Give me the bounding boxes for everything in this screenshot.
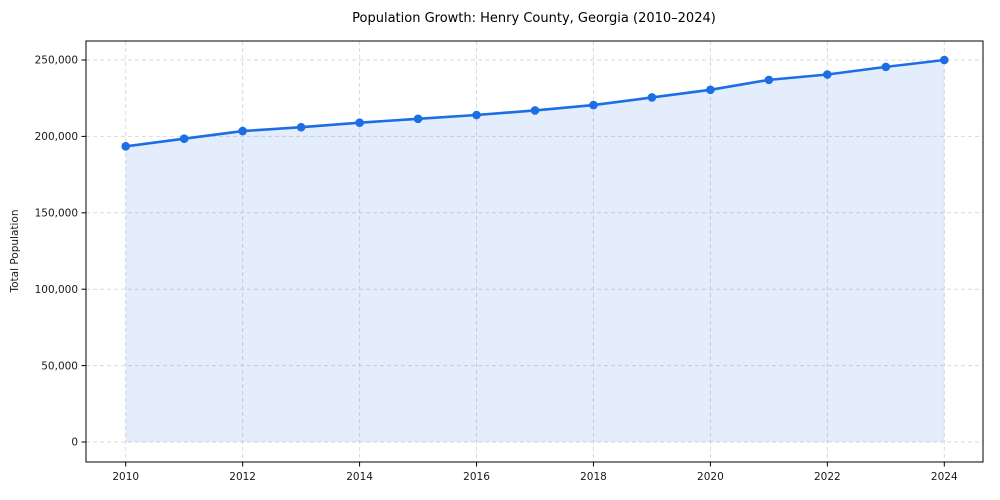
plot-area: 0 50,000 100,000 150,000 200,000 250,000 2010 2… [35,40,984,483]
y-tick-label: 200,000 [35,131,78,143]
data-point [472,110,481,120]
data-point [238,126,247,136]
chart-title: Population Growth: Henry County, Georgia… [352,11,716,26]
data-point [121,142,130,151]
y-tick-label: 100,000 [35,284,78,296]
y-tick-label: 150,000 [35,208,78,220]
x-tick-label: 2010 [112,471,139,483]
data-point [413,114,423,124]
data-point [764,75,774,85]
data-point [179,134,189,143]
data-point [647,93,657,102]
data-point [530,106,540,115]
x-tick-label: 2022 [814,471,841,483]
data-point [706,85,715,95]
x-tick-label: 2020 [697,471,724,483]
data-point [589,100,598,110]
y-axis-label: Total Population [9,209,21,293]
y-tick-label: 250,000 [35,55,78,67]
x-tick-label: 2016 [463,471,490,483]
data-point [823,70,832,79]
data-point [296,122,306,132]
area-fill [125,60,945,442]
y-tick-label: 50,000 [41,360,78,372]
data-point [881,62,891,72]
x-tick-label: 2014 [346,471,373,483]
data-point [355,118,364,127]
x-tick-label: 2024 [931,471,958,483]
x-tick-label: 2018 [580,471,607,483]
x-tick-label: 2012 [229,471,256,483]
data-point [940,55,949,65]
y-tick-label: 0 [71,437,78,449]
plot-border [85,40,984,463]
